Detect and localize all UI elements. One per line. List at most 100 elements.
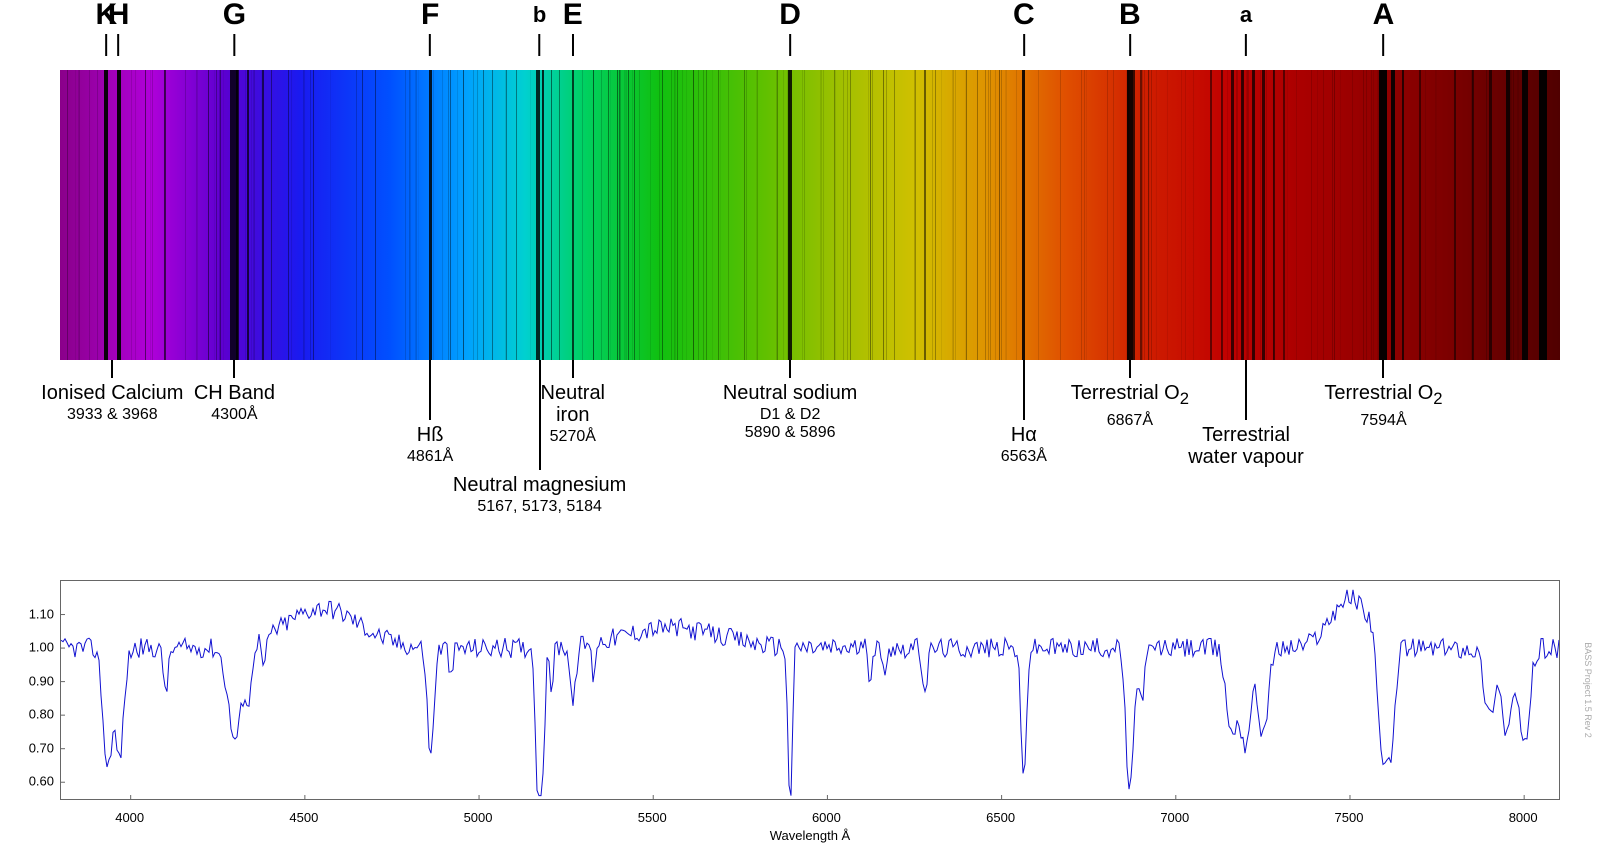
absorption-line xyxy=(1391,70,1395,360)
y-tick-label: 0.70 xyxy=(10,740,54,755)
absorption-line xyxy=(375,70,376,360)
y-tick-label: 0.60 xyxy=(10,774,54,789)
top-fraunhofer-labels: KHGFbEDCBaA xyxy=(60,0,1560,70)
element-label: Neutraliron5270Å xyxy=(483,360,663,446)
element-label: CH Band4300Å xyxy=(144,360,324,424)
fraunhofer-letter-F: F xyxy=(421,0,439,56)
fraunhofer-letter-G: G xyxy=(223,0,246,56)
absorption-line xyxy=(1231,70,1234,360)
absorption-line xyxy=(551,70,552,360)
absorption-line xyxy=(145,70,146,360)
absorption-line-faint xyxy=(473,70,474,360)
absorption-line-faint xyxy=(706,70,707,360)
x-tick-label: 4500 xyxy=(289,810,318,825)
element-name: Neutral sodium xyxy=(700,382,880,404)
graph-svg xyxy=(61,581,1559,799)
absorption-line-faint xyxy=(625,70,626,360)
fraunhofer-letter-B: B xyxy=(1119,0,1141,56)
letter-text: D xyxy=(779,0,801,30)
absorption-line-faint xyxy=(310,70,311,360)
letter-text: F xyxy=(421,0,439,30)
y-tick-label: 1.10 xyxy=(10,606,54,621)
absorption-line-faint xyxy=(847,70,848,360)
y-tick-label: 0.90 xyxy=(10,673,54,688)
absorption-line-faint xyxy=(601,70,602,360)
absorption-line-faint xyxy=(985,70,986,360)
absorption-line-faint xyxy=(650,70,651,360)
absorption-line-faint xyxy=(164,70,165,360)
absorption-line-faint xyxy=(843,70,844,360)
tick xyxy=(539,34,541,56)
absorption-line-faint xyxy=(1246,70,1247,360)
absorption-line-faint xyxy=(1545,70,1546,360)
fraunhofer-letter-C: C xyxy=(1013,0,1035,56)
absorption-line xyxy=(777,70,778,360)
absorption-line-faint xyxy=(219,70,220,360)
absorption-line-faint xyxy=(1366,70,1367,360)
absorption-line-faint xyxy=(1317,70,1318,360)
absorption-line-faint xyxy=(1128,70,1129,360)
absorption-line xyxy=(1283,70,1285,360)
absorption-line-faint xyxy=(1273,70,1274,360)
absorption-line-faint xyxy=(693,70,694,360)
absorption-line-faint xyxy=(214,70,215,360)
absorption-line-faint xyxy=(131,70,132,360)
absorption-line-faint xyxy=(530,70,531,360)
bottom-element-labels: Ionised Calcium3933 & 3968CH Band4300ÅHß… xyxy=(60,360,1560,570)
absorption-line-faint xyxy=(463,70,464,360)
absorption-lines-overlay xyxy=(60,70,1560,360)
absorption-line-faint xyxy=(1038,70,1039,360)
absorption-line-faint xyxy=(995,70,996,360)
absorption-line-faint xyxy=(1185,70,1186,360)
element-wavelength: 6563Å xyxy=(934,448,1114,466)
absorption-line-faint xyxy=(1144,70,1145,360)
element-wavelength: D1 & D25890 & 5896 xyxy=(700,406,880,442)
absorption-line-faint xyxy=(150,70,151,360)
absorption-line xyxy=(883,70,884,360)
absorption-line-faint xyxy=(196,70,197,360)
absorption-line-faint xyxy=(675,70,676,360)
absorption-line xyxy=(1022,70,1025,360)
x-tick-label: 4000 xyxy=(115,810,144,825)
fraunhofer-letter-H: H xyxy=(108,0,130,56)
tick xyxy=(789,360,791,378)
letter-text: G xyxy=(223,0,246,30)
graph-credit: BASS Project 1.5 Rev 2 xyxy=(1578,580,1598,800)
absorption-line-faint xyxy=(135,70,136,360)
absorption-line-faint xyxy=(415,70,416,360)
absorption-line-faint xyxy=(746,70,747,360)
absorption-line-faint xyxy=(152,70,153,360)
absorption-line-faint xyxy=(582,70,583,360)
absorption-line-faint xyxy=(914,70,915,360)
absorption-line xyxy=(262,70,264,360)
absorption-line-faint xyxy=(1436,70,1437,360)
absorption-line-faint xyxy=(1373,70,1374,360)
letter-text: b xyxy=(533,0,546,30)
element-name: Terrestrialwater vapour xyxy=(1156,424,1336,468)
absorption-line xyxy=(450,70,451,360)
absorption-line-faint xyxy=(505,70,506,360)
absorption-line-faint xyxy=(1001,70,1002,360)
absorption-line-faint xyxy=(1371,70,1372,360)
absorption-line-faint xyxy=(1402,70,1403,360)
absorption-line-faint xyxy=(1517,70,1518,360)
y-tick-label: 1.00 xyxy=(10,640,54,655)
absorption-line-faint xyxy=(1127,70,1128,360)
absorption-line-faint xyxy=(659,70,660,360)
absorption-line xyxy=(429,70,432,360)
tick xyxy=(1382,34,1384,56)
absorption-line-faint xyxy=(639,70,640,360)
absorption-line-faint xyxy=(787,70,788,360)
element-wavelength: 4300Å xyxy=(144,406,324,424)
absorption-line xyxy=(104,70,108,360)
absorption-line-faint xyxy=(405,70,406,360)
absorption-line-faint xyxy=(617,70,618,360)
absorption-line xyxy=(1489,70,1492,360)
absorption-line-faint xyxy=(626,70,627,360)
absorption-line xyxy=(1210,70,1212,360)
absorption-line-faint xyxy=(1221,70,1222,360)
absorption-line-faint xyxy=(789,70,790,360)
graph-y-axis: 0.600.700.800.901.001.10 xyxy=(10,580,58,800)
absorption-line-faint xyxy=(1253,70,1254,360)
absorption-line xyxy=(977,70,978,360)
